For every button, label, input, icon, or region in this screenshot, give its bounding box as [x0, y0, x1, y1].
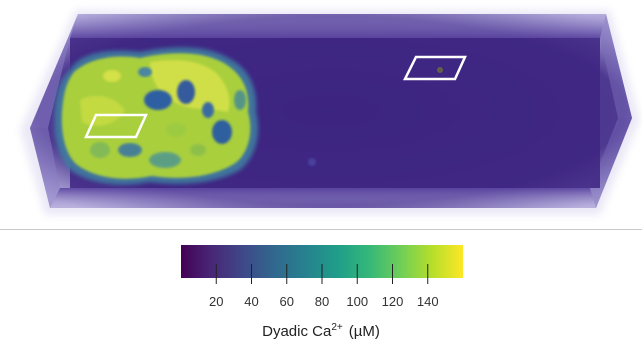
colorbar-tick-label: 20: [209, 294, 223, 309]
colorbar-tick-label: 80: [315, 294, 329, 309]
faint-spot: [308, 158, 316, 166]
roi-right-marker: [437, 67, 443, 73]
divider: [0, 229, 642, 230]
colorbar-tick-label: 60: [280, 294, 294, 309]
colorbar: 20 40 60 80 100 120 140 Dyadic Ca2+ (µM): [0, 240, 642, 343]
colorbar-title-unit: (µM): [348, 323, 380, 340]
volume-render-scene: [20, 10, 640, 215]
colorbar-title: Dyadic Ca2+ (µM): [0, 322, 642, 340]
colorbar-tick-label: 120: [382, 294, 404, 309]
colorbar-title-main: Dyadic Ca: [262, 323, 332, 340]
colorbar-tick-label: 100: [346, 294, 368, 309]
colorbar-tick-label: 40: [244, 294, 258, 309]
roi-left[interactable]: [84, 113, 148, 139]
roi-right[interactable]: [402, 55, 467, 81]
calcium-release-region: [54, 47, 259, 185]
colorbar-tick-label: 140: [417, 294, 439, 309]
colorbar-title-sup: 2+: [331, 322, 343, 333]
